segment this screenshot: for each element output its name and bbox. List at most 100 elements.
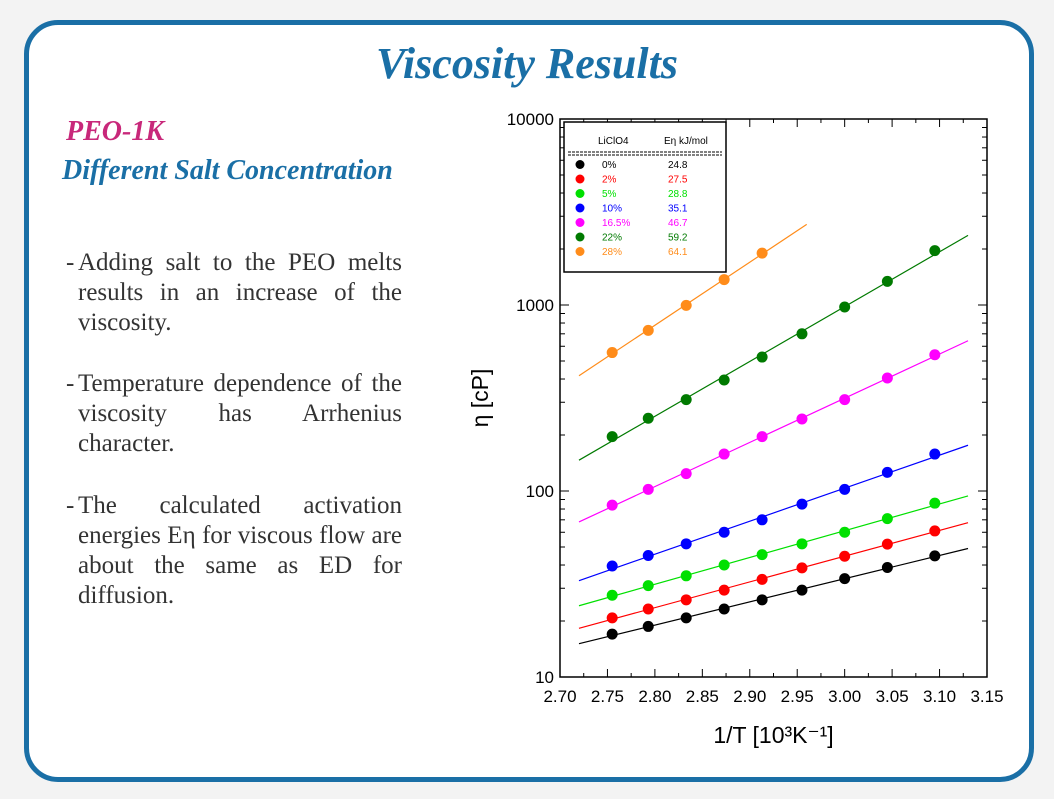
bullet-dash: - bbox=[66, 370, 75, 397]
data-point bbox=[642, 620, 654, 632]
data-point bbox=[680, 468, 692, 480]
data-point bbox=[839, 550, 851, 562]
data-point bbox=[796, 584, 808, 596]
data-point bbox=[796, 498, 808, 510]
data-point bbox=[606, 612, 618, 624]
data-point bbox=[756, 514, 768, 526]
x-axis-label: 1/T [10³K⁻¹] bbox=[713, 722, 833, 748]
x-tick-label: 2.85 bbox=[686, 687, 719, 706]
y-tick-label: 1000 bbox=[516, 296, 554, 315]
legend-marker bbox=[575, 189, 585, 198]
data-point bbox=[606, 589, 618, 601]
bullet-activation-energy: - The calculated activation energies Eη … bbox=[66, 491, 402, 611]
data-point bbox=[642, 412, 654, 424]
data-point bbox=[718, 559, 730, 571]
legend-energy-value: 28.8 bbox=[668, 189, 688, 200]
legend-marker bbox=[575, 218, 585, 227]
data-point bbox=[606, 499, 618, 511]
y-tick-label: 100 bbox=[526, 482, 554, 501]
data-point bbox=[756, 247, 768, 259]
x-tick-label: 3.00 bbox=[828, 687, 861, 706]
legend-energy-value: 64.1 bbox=[668, 247, 688, 258]
data-point bbox=[881, 275, 893, 287]
legend-series-label: 2% bbox=[602, 175, 617, 186]
data-point bbox=[796, 538, 808, 550]
bullet-text: The calculated activation energies Eη fo… bbox=[78, 492, 402, 609]
bullet-text: Adding salt to the PEO melts results in … bbox=[78, 249, 402, 336]
data-point bbox=[839, 483, 851, 495]
legend-header-energy: Eη kJ/mol bbox=[664, 136, 708, 147]
data-point bbox=[642, 483, 654, 495]
data-point bbox=[881, 513, 893, 525]
data-point bbox=[929, 550, 941, 562]
subtitle-material: PEO-1K bbox=[66, 116, 164, 147]
data-point bbox=[680, 612, 692, 624]
data-point bbox=[796, 562, 808, 574]
legend-series-label: 16.5% bbox=[602, 218, 630, 229]
bullet-salt-effect: - Adding salt to the PEO melts results i… bbox=[66, 248, 402, 338]
data-point bbox=[839, 573, 851, 585]
data-point bbox=[929, 448, 941, 460]
x-tick-label: 2.95 bbox=[781, 687, 814, 706]
x-tick-label: 2.70 bbox=[543, 687, 576, 706]
data-point bbox=[680, 594, 692, 606]
legend-energy-value: 27.5 bbox=[668, 175, 688, 186]
data-point bbox=[839, 526, 851, 538]
fit-line bbox=[578, 234, 969, 461]
data-point bbox=[718, 374, 730, 386]
data-point bbox=[642, 324, 654, 336]
data-point bbox=[839, 394, 851, 406]
data-point bbox=[642, 603, 654, 615]
legend-header-salt: LiClO4 bbox=[598, 136, 629, 147]
x-tick-label: 2.75 bbox=[591, 687, 624, 706]
x-tick-label: 3.05 bbox=[876, 687, 909, 706]
slide-title: Viscosity Results bbox=[376, 39, 678, 88]
legend-marker bbox=[575, 232, 585, 242]
y-tick-label: 10000 bbox=[507, 110, 554, 129]
data-point bbox=[929, 525, 941, 537]
legend-marker bbox=[575, 160, 585, 169]
data-point bbox=[606, 628, 618, 640]
data-point bbox=[606, 560, 618, 572]
data-point bbox=[680, 538, 692, 550]
data-point bbox=[756, 549, 768, 561]
legend-series-label: 0% bbox=[602, 160, 617, 171]
data-point bbox=[881, 372, 893, 384]
legend-series-label: 28% bbox=[602, 247, 622, 258]
legend-energy-value: 59.2 bbox=[668, 233, 688, 244]
data-point bbox=[929, 349, 941, 361]
x-tick-label: 3.10 bbox=[923, 687, 956, 706]
legend-marker bbox=[575, 247, 585, 256]
legend-series-label: 5% bbox=[602, 189, 617, 200]
legend-box bbox=[563, 121, 727, 273]
data-point bbox=[881, 466, 893, 478]
data-point bbox=[718, 603, 730, 615]
data-point bbox=[718, 448, 730, 460]
data-point bbox=[680, 394, 692, 406]
data-point bbox=[796, 328, 808, 340]
bullet-text: Temperature dependence of the viscosity … bbox=[78, 370, 402, 457]
legend-marker bbox=[575, 174, 585, 184]
y-tick-label: 10 bbox=[535, 668, 554, 687]
x-tick-label: 2.80 bbox=[638, 687, 671, 706]
legend-energy-value: 46.7 bbox=[668, 218, 688, 229]
legend-energy-value: 35.1 bbox=[668, 204, 688, 215]
x-tick-label: 3.15 bbox=[970, 687, 1003, 706]
data-point bbox=[642, 550, 654, 562]
y-axis-label: η [cP] bbox=[467, 369, 493, 428]
bullet-arrhenius: - Temperature dependence of the viscosit… bbox=[66, 369, 402, 459]
data-point bbox=[680, 570, 692, 582]
data-point bbox=[718, 526, 730, 538]
viscosity-chart: 2.70 2.75 2.80 2.85 2.90 2.95 3.00 3.05 3.10 3.15… bbox=[467, 110, 1004, 748]
data-point bbox=[756, 573, 768, 585]
data-point bbox=[606, 347, 618, 359]
data-point bbox=[881, 538, 893, 550]
data-point bbox=[756, 351, 768, 363]
legend-marker bbox=[575, 203, 585, 213]
bullet-dash: - bbox=[66, 492, 75, 519]
subtitle-topic: Different Salt Concentration bbox=[62, 155, 393, 186]
data-point bbox=[929, 497, 941, 509]
data-point bbox=[606, 431, 618, 443]
data-point bbox=[642, 580, 654, 592]
data-point bbox=[718, 274, 730, 286]
